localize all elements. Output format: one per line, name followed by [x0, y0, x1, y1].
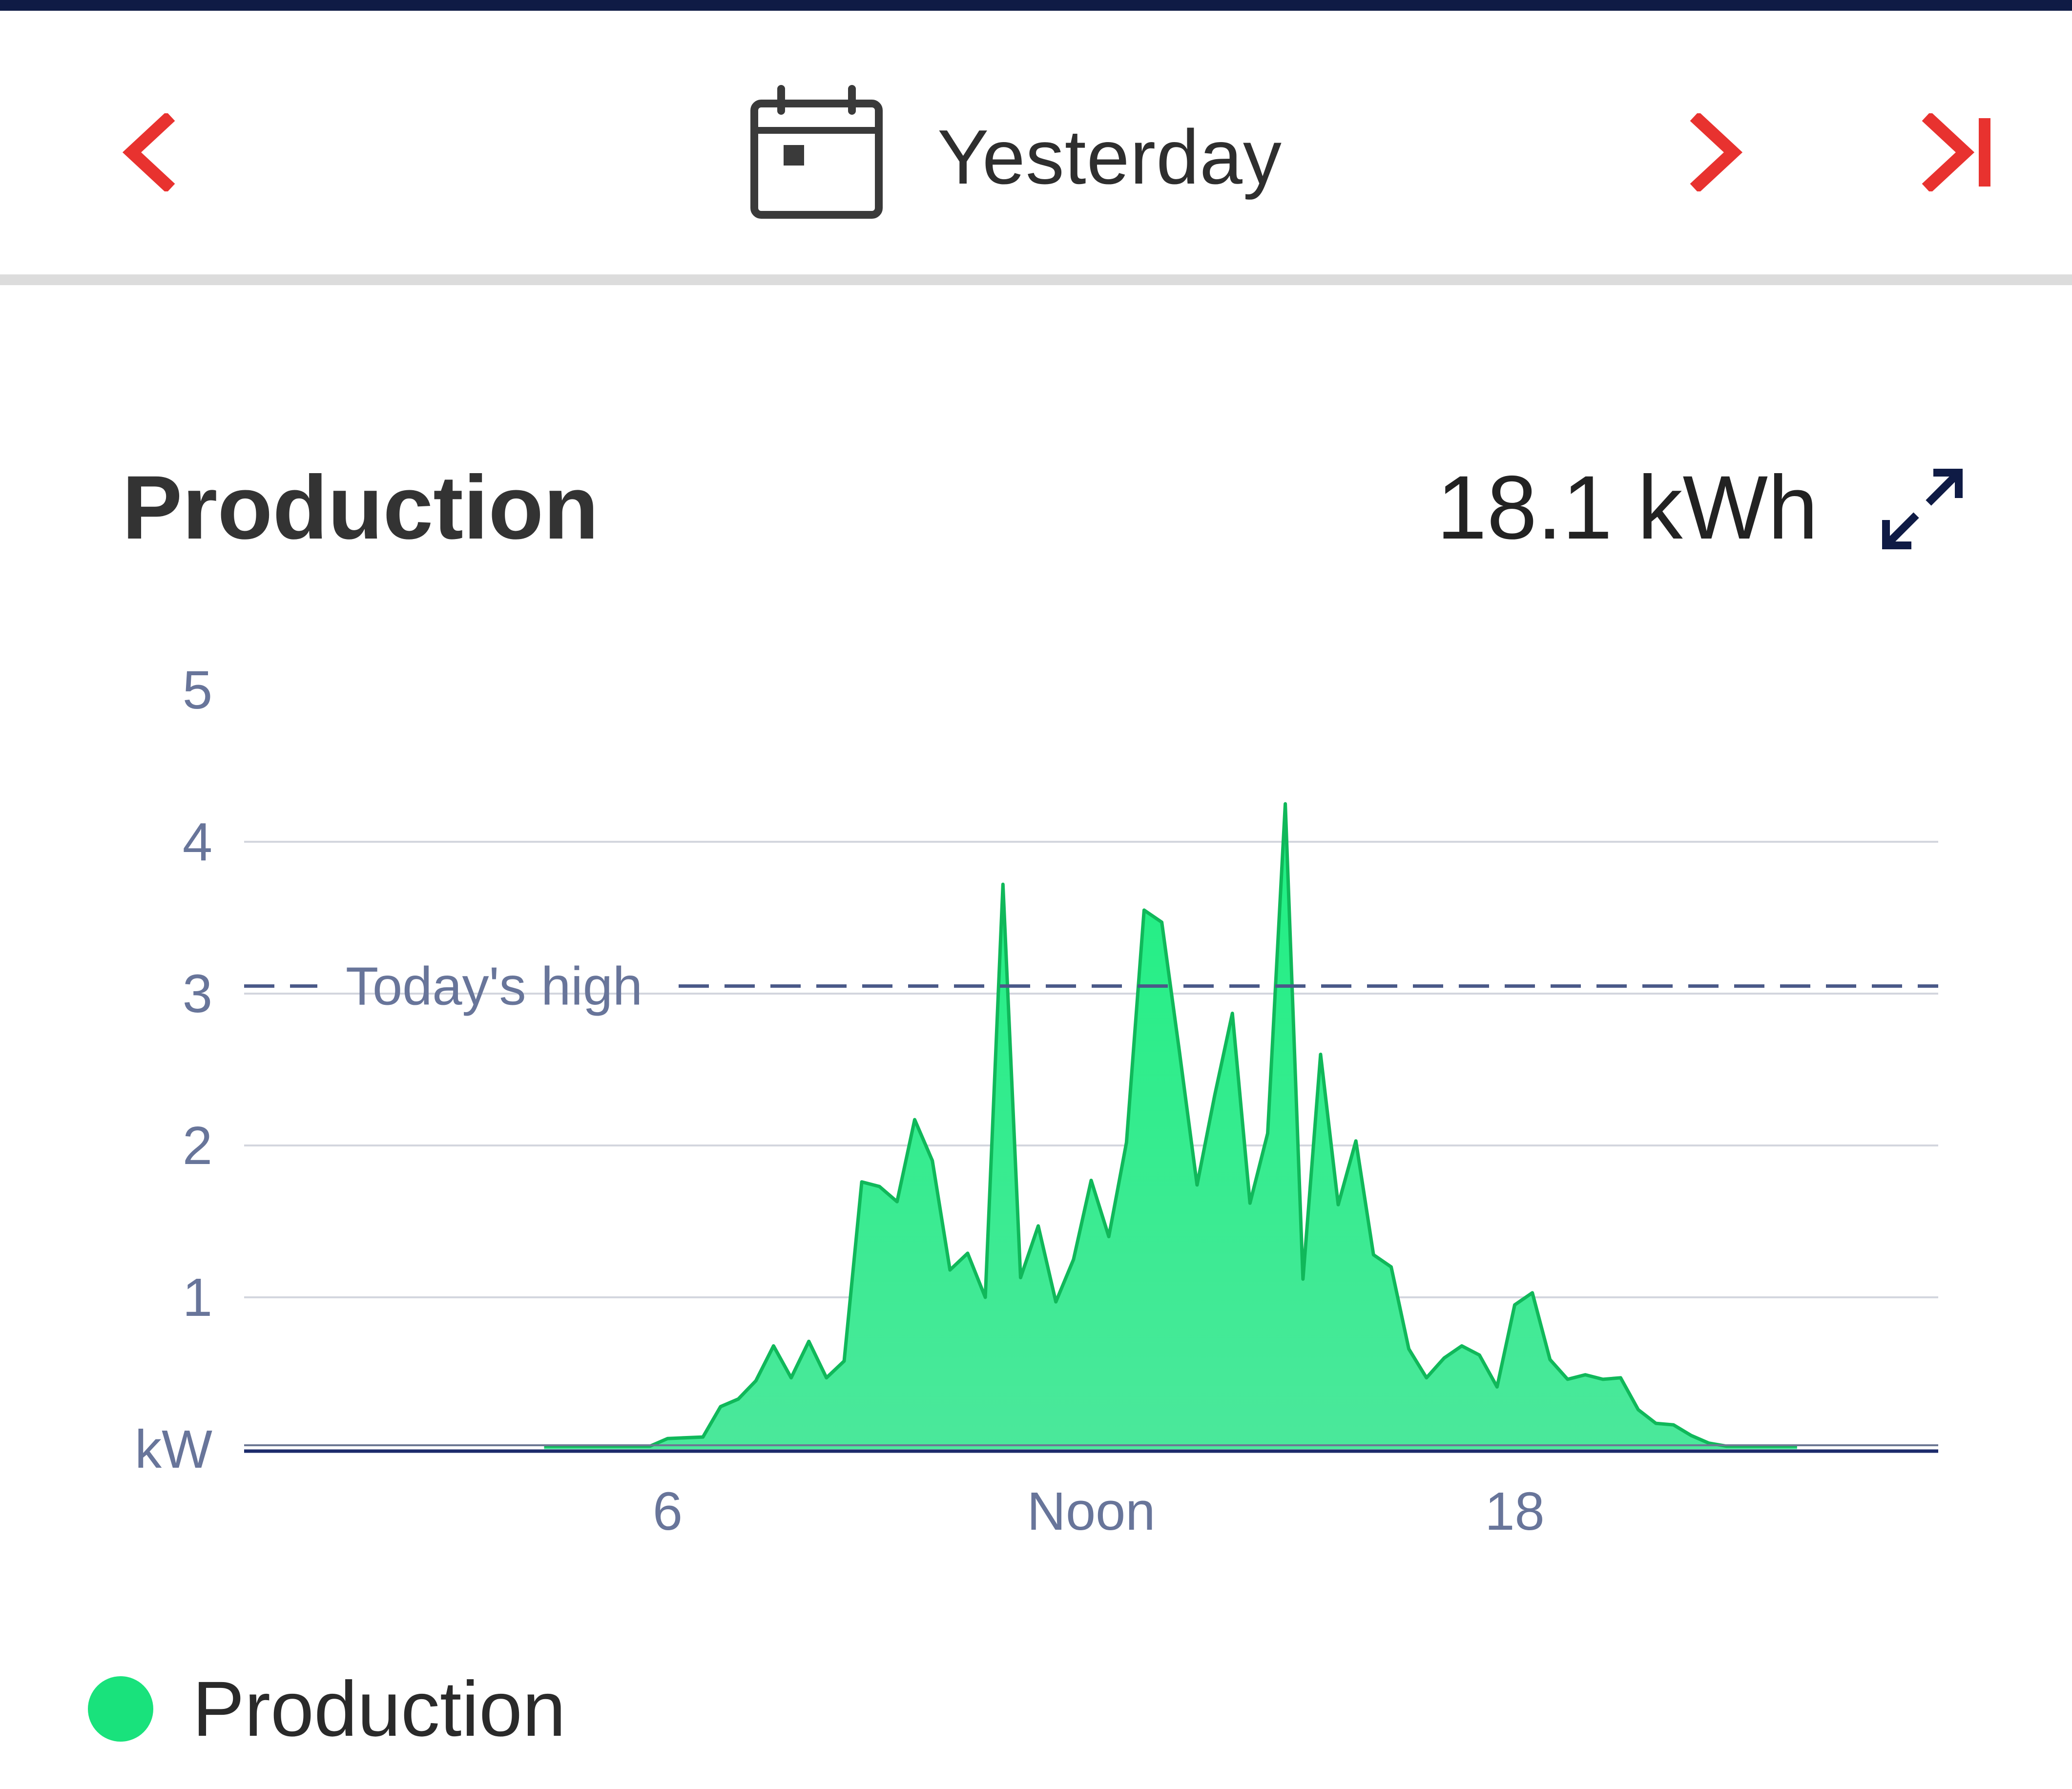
chevron-right-icon[interactable] — [1679, 113, 1748, 191]
y-tick-label: 5 — [183, 660, 212, 720]
production-area — [544, 804, 1797, 1449]
expand-icon[interactable] — [1880, 466, 1965, 552]
card-title: Production — [122, 458, 599, 558]
nav-divider — [0, 274, 2072, 285]
date-navigation-bar: Yesterday — [0, 11, 2072, 274]
todays-high-label: Today's high — [346, 956, 642, 1016]
y-tick-label: 4 — [183, 812, 212, 872]
skip-to-end-icon[interactable] — [1921, 113, 1999, 191]
top-accent-bar — [0, 0, 2072, 11]
y-axis-unit-label: kW — [135, 1419, 212, 1479]
production-total: 18.1 kWh — [1436, 458, 1818, 558]
calendar-icon[interactable] — [749, 84, 884, 221]
chevron-left-icon[interactable] — [117, 113, 186, 191]
legend-swatch — [88, 1676, 153, 1742]
y-tick-label: 3 — [183, 964, 212, 1024]
x-tick-label: 18 — [1485, 1481, 1544, 1541]
chart-legend: Production — [88, 1660, 566, 1758]
x-tick-label: Noon — [1027, 1481, 1156, 1541]
y-tick-label: 2 — [183, 1116, 212, 1176]
selected-date-label[interactable]: Yesterday — [937, 114, 1282, 200]
production-line — [544, 802, 1797, 1448]
x-tick-label: 6 — [653, 1481, 683, 1541]
legend-label: Production — [192, 1665, 566, 1752]
y-tick-label: 1 — [183, 1268, 212, 1328]
production-chart: Today's high 5 4 3 2 1 kW 6 Noon 18 — [135, 660, 1938, 1541]
